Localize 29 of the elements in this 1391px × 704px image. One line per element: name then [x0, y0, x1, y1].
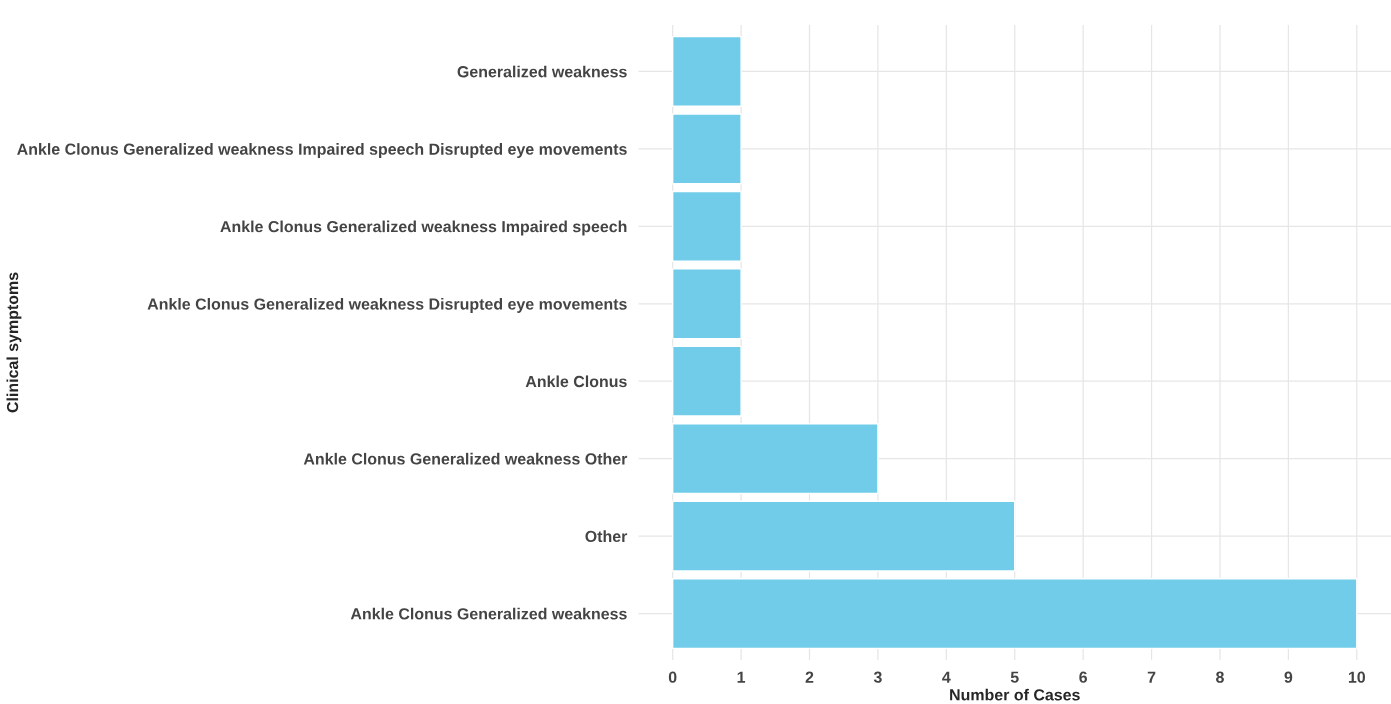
bar — [671, 190, 742, 262]
x-tick-label: 7 — [1147, 671, 1156, 683]
y-axis-title: Clinical symptoms — [6, 272, 22, 413]
x-tick-label: 0 — [668, 671, 677, 683]
x-tick-label: 2 — [805, 671, 814, 683]
y-tick-label: Ankle Clonus — [525, 375, 627, 388]
bar — [671, 35, 742, 107]
bar — [671, 500, 1016, 572]
y-tick-label: Ankle Clonus Generalized weakness Impaired speech Disrupted eye movements — [17, 143, 627, 158]
bar — [671, 268, 742, 340]
x-tick-label: 10 — [1348, 671, 1366, 683]
y-tick-label: Other — [585, 530, 628, 543]
x-tick-label: 9 — [1284, 671, 1293, 683]
bar — [671, 113, 742, 185]
x-tick-label: 8 — [1216, 671, 1224, 683]
y-tick-label: Ankle Clonus Generalized weakness Disrupted eye movements — [147, 297, 627, 313]
y-tick-label: Ankle Clonus Generalized weakness Other — [303, 452, 628, 465]
bar — [671, 345, 742, 417]
y-tick-label: Ankle Clonus Generalized weakness — [350, 607, 627, 620]
x-tick-label: 6 — [1079, 671, 1088, 683]
bar — [671, 577, 1358, 650]
x-tick-label: 1 — [737, 671, 746, 683]
bar — [671, 423, 879, 495]
x-tick-label: 3 — [873, 671, 882, 683]
y-tick-label: Generalized weakness — [457, 65, 627, 78]
x-tick-label: 4 — [942, 671, 951, 683]
x-tick-label: 5 — [1010, 671, 1019, 683]
y-tick-label: Ankle Clonus Generalized weakness Impaired speech — [220, 220, 627, 236]
x-axis-title: Number of Cases — [950, 688, 1080, 701]
